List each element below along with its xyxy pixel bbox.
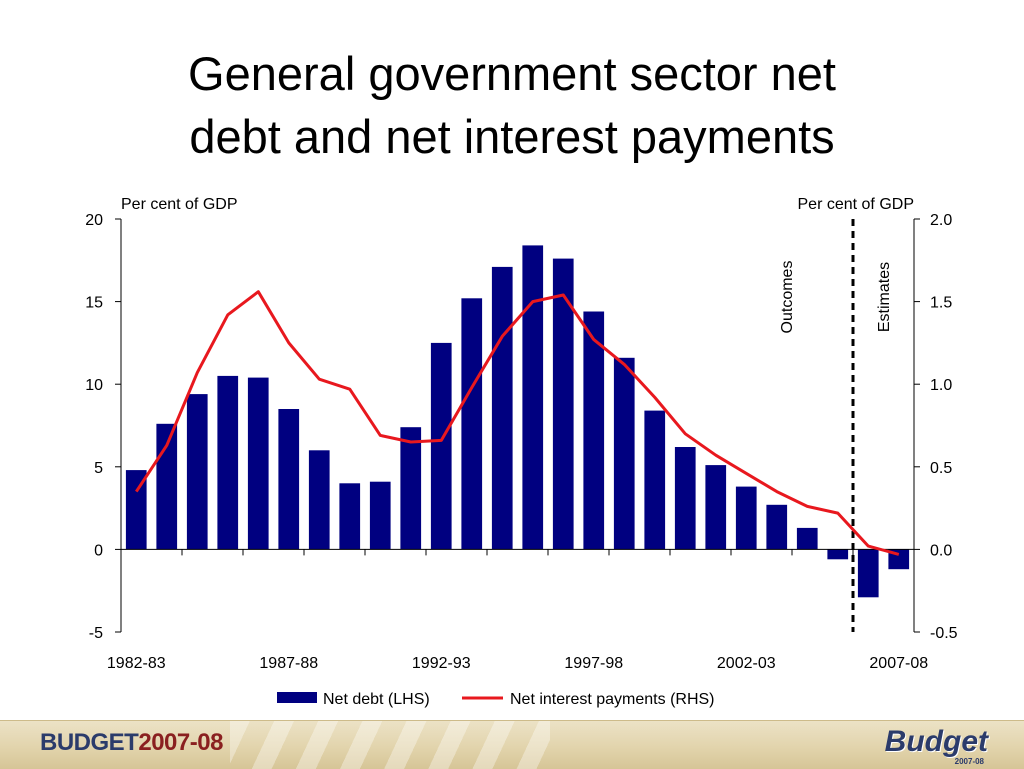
footer-budget-prefix: BUDGET [40, 729, 138, 756]
budget-logo-year: 2007-08 [955, 757, 984, 766]
left-axis-unit-label: Per cent of GDP [121, 196, 238, 213]
bar-1995-96 [522, 245, 543, 549]
right-axis-unit-label: Per cent of GDP [798, 196, 915, 213]
chart: Per cent of GDP Per cent of GDP 20 15 10 5 0… [0, 0, 1024, 720]
bar-1984-85 [187, 394, 208, 549]
right-tick-label: 1.5 [930, 295, 952, 312]
x-tick-label: 2002-03 [717, 655, 776, 672]
footer-budget-year: 2007-08 [138, 729, 223, 756]
bar-1999-00 [644, 411, 665, 550]
budget-logo: Budget [885, 725, 988, 759]
right-tick-label: -0.5 [930, 625, 958, 642]
x-tick-label: 1987-88 [259, 655, 318, 672]
left-tick-label: 20 [85, 212, 103, 229]
left-tick-label: 10 [85, 377, 103, 394]
footer-budget-wordmark: BUDGET2007-08 [40, 729, 223, 757]
legend-label-net-debt: Net debt (LHS) [323, 691, 430, 708]
bar-1998-99 [614, 358, 635, 550]
footer-banner: BUDGET2007-08 Budget 2007-08 [0, 720, 1024, 769]
x-tick-label: 1992-93 [412, 655, 471, 672]
bar-2006-07 [858, 549, 879, 597]
estimates-label: Estimates [876, 262, 893, 332]
bar-1996-97 [553, 259, 574, 550]
bar-1986-87 [248, 378, 269, 550]
x-tick-label: 1997-98 [564, 655, 623, 672]
bar-1989-90 [339, 483, 360, 549]
bar-2003-04 [766, 505, 787, 550]
legend: Net debt (LHS) Net interest payments (RH… [277, 691, 715, 708]
bar-2002-03 [736, 487, 757, 550]
legend-label-net-interest: Net interest payments (RHS) [510, 691, 715, 708]
bar-1990-91 [370, 482, 391, 550]
right-tick-label: 2.0 [930, 212, 952, 229]
bar-1991-92 [400, 427, 421, 549]
legend-swatch-net-debt [277, 692, 317, 703]
bar-1987-88 [278, 409, 299, 549]
bar-2000-01 [675, 447, 696, 549]
axes: 20 15 10 5 0 -5 2.0 1.5 1.0 0.5 0.0 -0.5 1982-83 1987… [85, 212, 957, 672]
bar-1994-95 [492, 267, 513, 550]
bar-2001-02 [705, 465, 726, 549]
right-tick-label: 1.0 [930, 377, 952, 394]
left-tick-label: 0 [94, 542, 103, 559]
right-tick-label: 0.5 [930, 460, 952, 477]
left-tick-label: 5 [94, 460, 103, 477]
bar-2005-06 [827, 549, 848, 559]
footer-decoration [230, 721, 550, 769]
left-tick-label: 15 [85, 295, 103, 312]
bar-2004-05 [797, 528, 818, 550]
left-tick-label: -5 [89, 625, 103, 642]
bar-1985-86 [217, 376, 238, 550]
bar-1992-93 [431, 343, 452, 550]
outcomes-label: Outcomes [779, 261, 796, 334]
x-tick-label: 2007-08 [869, 655, 928, 672]
right-tick-label: 0.0 [930, 542, 952, 559]
x-tick-label: 1982-83 [107, 655, 166, 672]
bar-1993-94 [461, 298, 482, 549]
bar-1988-89 [309, 450, 330, 549]
